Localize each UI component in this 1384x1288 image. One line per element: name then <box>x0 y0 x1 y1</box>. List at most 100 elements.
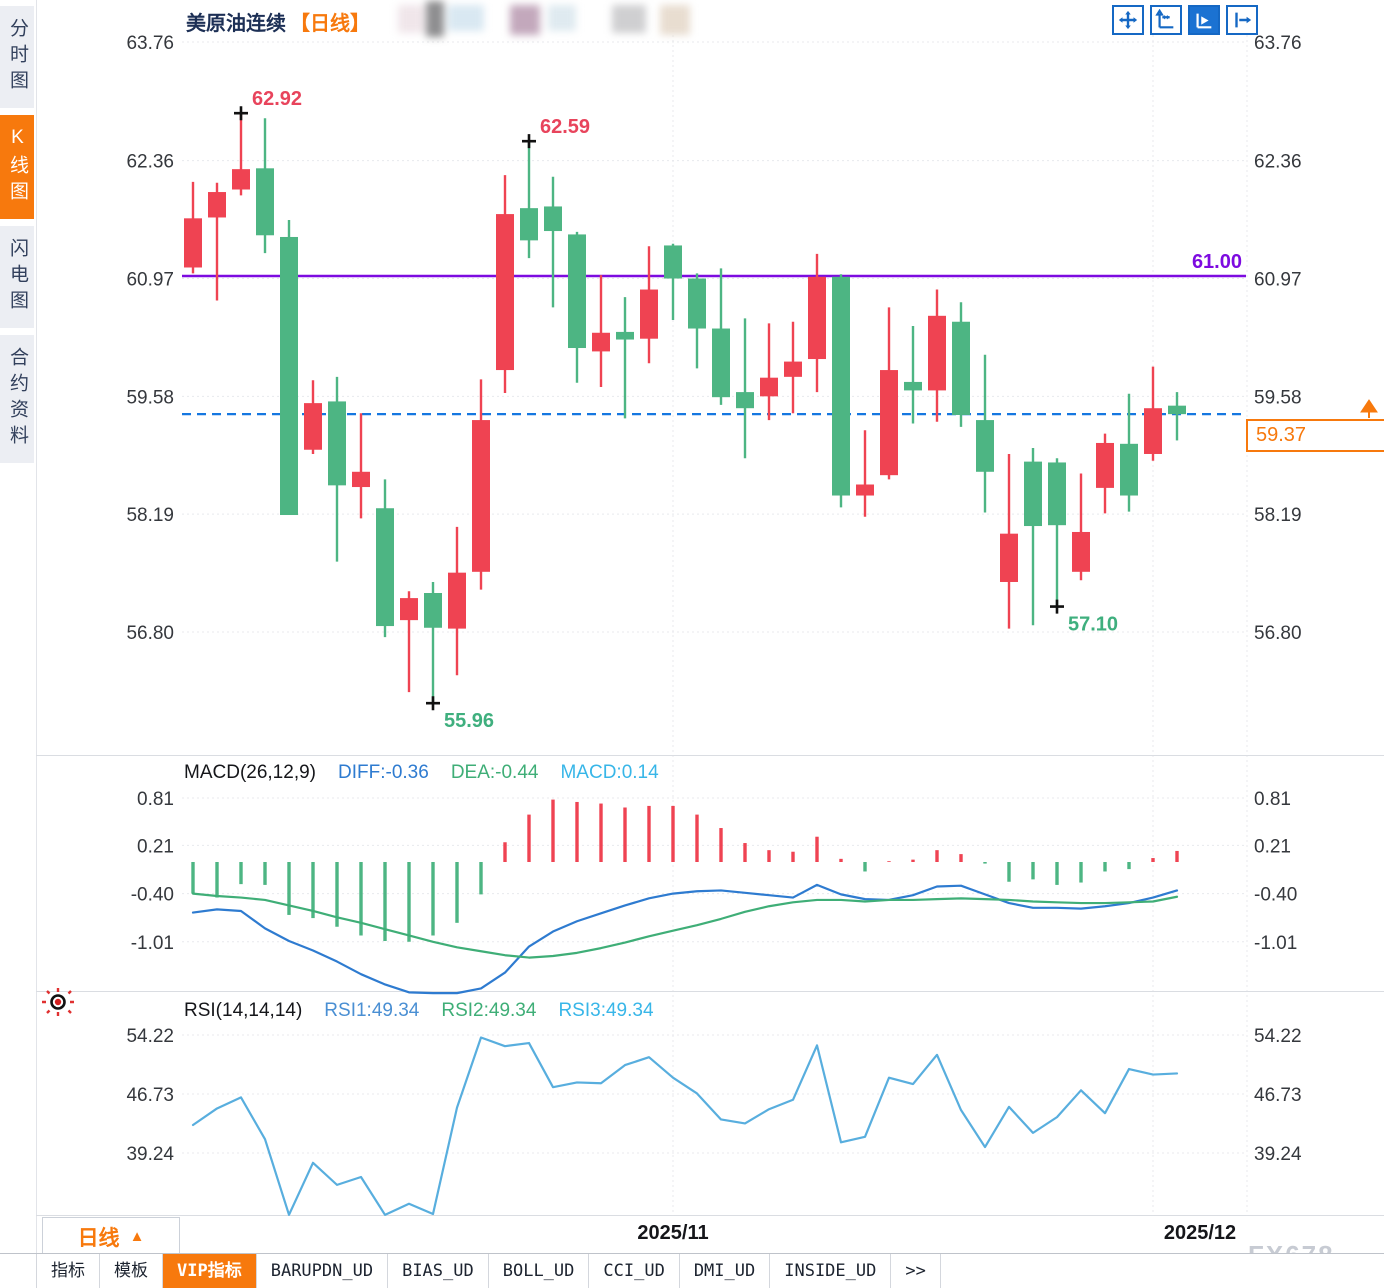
indicator-tabbar: 指标 模板 VIP指标 BARUPDN_UD BIAS_UD BOLL_UD C… <box>0 1253 1384 1288</box>
last-price-box: 59.37 <box>1246 419 1384 452</box>
chevron-up-icon: ▲ <box>129 1228 145 1245</box>
candle-body <box>376 508 394 627</box>
macd-axis-tick: -1.01 <box>1254 933 1297 954</box>
tab-bias-ud[interactable]: BIAS_UD <box>388 1254 489 1288</box>
price-axis-tick: 59.58 <box>126 387 174 408</box>
candle-body <box>1000 533 1018 582</box>
tab-more[interactable]: >> <box>891 1254 941 1288</box>
rsi3-value: RSI3:49.34 <box>558 1000 654 1021</box>
low-annotation: 55.96 <box>444 710 494 732</box>
tab-barupdn-ud[interactable]: BARUPDN_UD <box>257 1254 389 1288</box>
move-crosshair-icon[interactable] <box>1112 5 1144 35</box>
macd-axis-tick: 0.81 <box>1254 789 1291 810</box>
candle-body <box>208 192 226 218</box>
high-annotation: 62.59 <box>540 116 590 138</box>
sidebar-item-kline[interactable]: K线图 <box>0 115 34 219</box>
macd-header: MACD(26,12,9) DIFF:-0.36 DEA:-0.44 MACD:… <box>184 762 659 784</box>
macd-macd-value: MACD:0.14 <box>560 762 659 783</box>
price-axis-tick: 58.19 <box>126 505 174 526</box>
rsi-axis-tick: 46.73 <box>1254 1085 1302 1106</box>
sidebar-item-lightning[interactable]: 闪电图 <box>0 226 34 328</box>
candle-body <box>1024 461 1042 527</box>
candle-body <box>280 236 298 516</box>
price-flag-icon[interactable] <box>1360 399 1378 413</box>
price-axis-tick: 60.97 <box>126 270 174 291</box>
candle-body <box>448 572 466 629</box>
price-axis-tick: 63.76 <box>126 33 174 54</box>
alert-price-label: 61.00 <box>1191 251 1242 273</box>
sidebar-item-contract-info[interactable]: 合约资料 <box>0 335 34 463</box>
sidebar: 分时图 K线图 闪电图 合约资料 <box>0 0 37 1288</box>
candle-body <box>616 331 634 340</box>
tab-vip-indicators[interactable]: VIP指标 <box>163 1254 257 1288</box>
price-axis-tick: 62.36 <box>1254 152 1302 173</box>
period-selector-label: 日线 <box>77 1226 120 1250</box>
candles-layer <box>184 113 1186 704</box>
candle-body <box>640 289 658 339</box>
tab-templates[interactable]: 模板 <box>100 1254 163 1288</box>
axis-range-icon[interactable] <box>1150 5 1182 35</box>
candle-body <box>760 377 778 397</box>
rsi1-value: RSI1:49.34 <box>324 1000 420 1021</box>
macd-axis-tick: 0.81 <box>137 789 174 810</box>
x-axis-label-dec: 2025/12 <box>1163 1222 1237 1244</box>
tab-indicators[interactable]: 指标 <box>37 1254 100 1288</box>
tab-dmi-ud[interactable]: DMI_UD <box>680 1254 771 1288</box>
price-axis-tick: 58.19 <box>1254 505 1302 526</box>
candle-body <box>688 278 706 329</box>
chart-title: 美原油连续 【日线】 <box>186 6 370 36</box>
candle-body <box>1120 443 1138 496</box>
macd-params: MACD(26,12,9) <box>184 762 316 783</box>
candle-body <box>256 168 274 236</box>
macd-diff-value: DIFF:-0.36 <box>338 762 429 783</box>
candle-body <box>736 392 754 409</box>
price-axis-tick: 56.80 <box>1254 623 1302 644</box>
macd-axis-tick: -0.40 <box>1254 885 1297 906</box>
candle-body <box>592 332 610 352</box>
candle-body <box>952 321 970 415</box>
price-axis-tick: 59.58 <box>1254 387 1302 408</box>
price-axis-tick: 60.97 <box>1254 270 1302 291</box>
candle-body <box>520 208 538 241</box>
macd-axis-tick: 0.21 <box>137 836 174 857</box>
candle-body <box>328 401 346 486</box>
gridlines <box>36 30 1384 1216</box>
candle-body <box>424 593 442 628</box>
candle-body <box>1168 405 1186 415</box>
candle-body <box>544 206 562 232</box>
rsi-header: RSI(14,14,14) RSI1:49.34 RSI2:49.34 RSI3… <box>184 1000 654 1022</box>
candle-body <box>712 328 730 398</box>
candle-body <box>1072 531 1090 572</box>
candle-body <box>928 315 946 391</box>
x-axis-label-nov: 2025/11 <box>637 1222 709 1244</box>
tab-cci-ud[interactable]: CCI_UD <box>589 1254 680 1288</box>
candle-body <box>472 420 490 572</box>
shift-right-icon[interactable] <box>1226 5 1258 35</box>
tabbar-filler <box>941 1254 1384 1288</box>
candle-body <box>1096 442 1114 488</box>
period-selector-button[interactable]: 日线 ▲ <box>42 1217 180 1256</box>
candle-body <box>496 214 514 371</box>
macd-histogram <box>191 799 1179 942</box>
candle-body <box>1048 462 1066 526</box>
period-tag: 【日线】 <box>290 12 370 35</box>
rsi2-value: RSI2:49.34 <box>441 1000 537 1021</box>
auto-fit-icon[interactable] <box>1188 5 1220 35</box>
sidebar-item-timeshare[interactable]: 分时图 <box>0 6 34 108</box>
rsi-line <box>191 1036 1179 1216</box>
rsi-axis-tick: 54.22 <box>1254 1026 1302 1047</box>
high-annotation: 62.92 <box>252 88 302 110</box>
price-axis-tick: 63.76 <box>1254 33 1302 54</box>
candle-body <box>232 169 250 190</box>
price-axis-tick: 62.36 <box>126 152 174 173</box>
macd-axis-tick: -0.40 <box>131 885 174 906</box>
macd-dea-value: DEA:-0.44 <box>450 762 539 783</box>
candle-body <box>880 370 898 476</box>
tab-inside-ud[interactable]: INSIDE_UD <box>770 1254 892 1288</box>
extreme-marker-icon <box>234 106 248 121</box>
candle-body <box>664 245 682 279</box>
tab-boll-ud[interactable]: BOLL_UD <box>489 1254 590 1288</box>
rsi-params: RSI(14,14,14) <box>184 1000 303 1021</box>
indicator-settings-sun-icon[interactable] <box>40 986 76 1023</box>
